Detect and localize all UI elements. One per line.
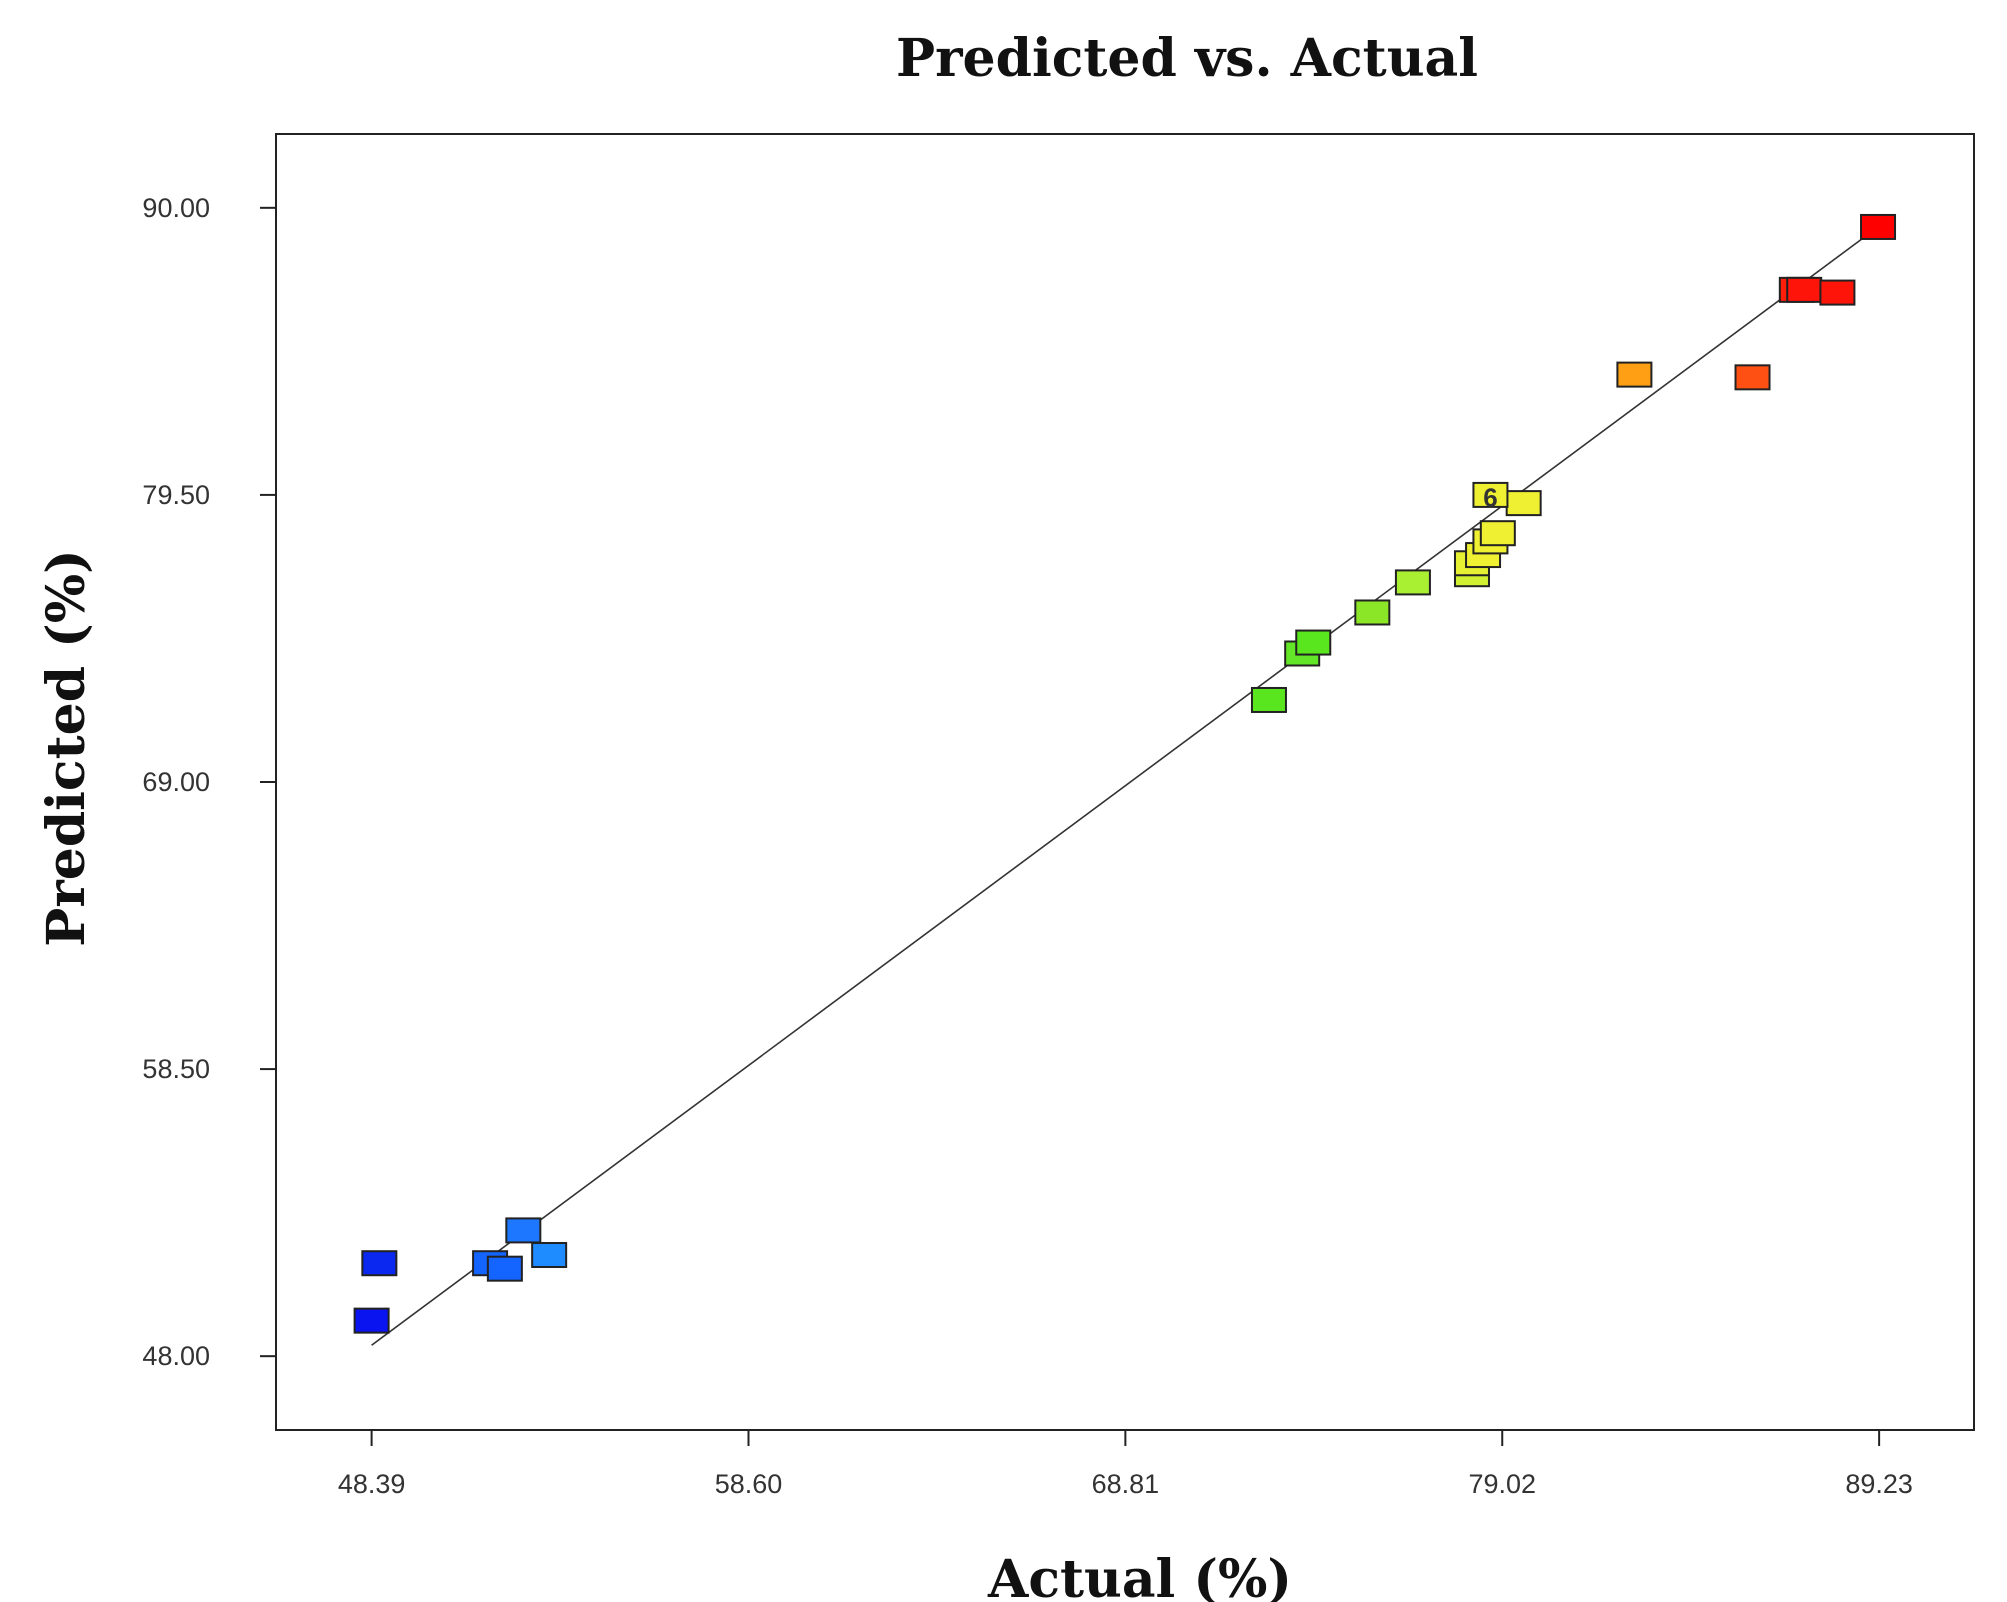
x-tick-label: 48.39 <box>338 1469 406 1499</box>
x-axis-title: Actual (%) <box>987 1549 1292 1602</box>
y-tick-label: 48.00 <box>142 1341 210 1371</box>
x-tick-label: 79.02 <box>1468 1469 1536 1499</box>
data-point <box>353 1307 390 1334</box>
data-point <box>1250 686 1287 713</box>
data-point <box>486 1255 523 1282</box>
data-point <box>1819 279 1856 306</box>
data-point <box>531 1242 568 1269</box>
y-tick-label: 69.00 <box>142 767 210 797</box>
annotations: 6 <box>1483 483 1497 513</box>
chart-title: Predicted vs. Actual <box>896 28 1478 89</box>
data-point <box>1616 361 1653 388</box>
point-count-label: 6 <box>1483 483 1497 513</box>
data-point <box>1394 569 1431 596</box>
data-points <box>353 213 1897 1334</box>
x-tick-label: 68.81 <box>1092 1469 1160 1499</box>
data-point <box>1505 490 1542 517</box>
reference-line <box>371 223 1883 1346</box>
data-point <box>1479 520 1516 547</box>
y-tick-label: 58.50 <box>142 1054 210 1084</box>
y-axis-title: Predicted (%) <box>36 549 97 947</box>
axis-ticks: 48.39 58.60 68.81 79.02 89.23 48.00 58.50 69.00… <box>142 193 1913 1499</box>
data-point <box>1734 364 1771 391</box>
data-point <box>505 1217 542 1244</box>
data-point <box>1354 599 1391 626</box>
y-tick-label: 79.50 <box>142 480 210 510</box>
x-tick-label: 89.23 <box>1845 1469 1913 1499</box>
data-point <box>361 1250 398 1277</box>
x-tick-label: 58.60 <box>715 1469 783 1499</box>
data-point <box>1860 213 1897 240</box>
data-point <box>1295 629 1332 656</box>
data-point <box>1786 276 1823 303</box>
data-point <box>1472 481 1509 508</box>
y-tick-label: 90.00 <box>142 193 210 223</box>
